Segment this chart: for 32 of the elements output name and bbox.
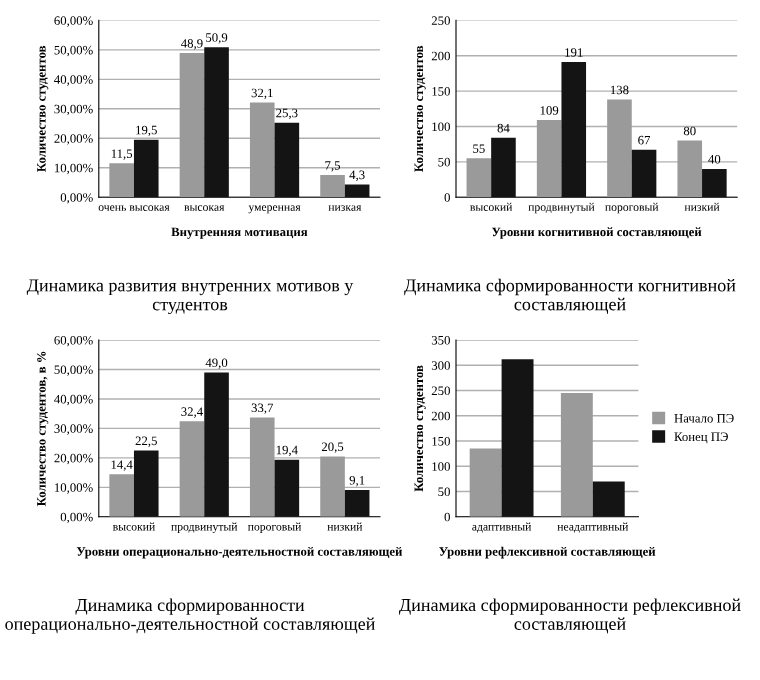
bar	[501, 359, 534, 517]
bar	[320, 175, 345, 198]
bar	[607, 99, 632, 198]
bar	[320, 456, 345, 517]
bar	[274, 122, 300, 198]
bar	[491, 137, 516, 198]
bar	[179, 421, 205, 517]
bar	[109, 163, 134, 198]
bar	[560, 393, 593, 517]
bar	[204, 372, 229, 517]
bar	[561, 62, 587, 198]
bar	[702, 168, 727, 198]
bar	[466, 158, 492, 198]
bar	[469, 448, 502, 517]
bar	[249, 102, 275, 198]
bar	[133, 139, 159, 198]
bar	[133, 450, 159, 517]
bar	[109, 474, 134, 517]
text: Динамика сформированности когнитивной составляющей	[404, 278, 736, 314]
bar	[592, 481, 625, 517]
bar	[344, 489, 370, 517]
bar	[274, 459, 300, 517]
bar	[179, 53, 205, 198]
text: Динамика сформированности операционально-деятельностной составляющей	[5, 598, 375, 634]
bar	[249, 417, 275, 517]
bar	[536, 120, 562, 198]
text: Динамика развития внутренних мотивов у студентов	[26, 279, 354, 315]
bar	[677, 140, 703, 198]
bar	[631, 149, 657, 198]
bar	[344, 184, 370, 198]
bar	[204, 47, 229, 198]
text: Динамика сформированности рефлексивной составляющей	[399, 598, 741, 634]
